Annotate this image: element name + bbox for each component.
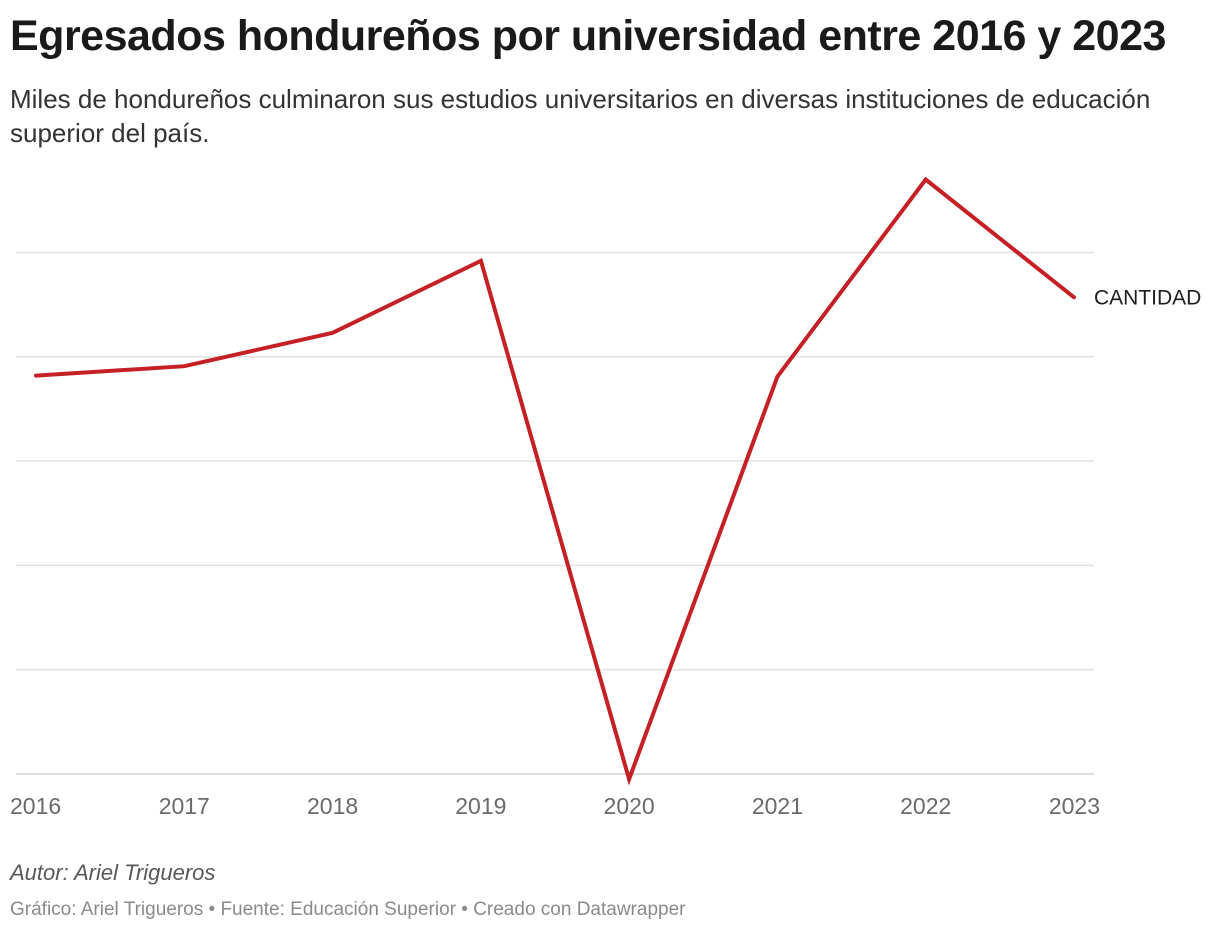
x-tick-label-2016: 2016 — [10, 793, 61, 819]
x-tick-label-2023: 2023 — [1049, 793, 1100, 819]
chart-title: Egresados hondureños por universidad ent… — [10, 12, 1166, 60]
series-layer — [34, 176, 1076, 786]
x-axis-ticks: 2016 2017 2018 2019 2020 2021 2022 2023 — [10, 793, 1100, 819]
x-tick-label-2022: 2022 — [900, 793, 951, 819]
x-tick-label-2021: 2021 — [752, 793, 803, 819]
series-label-cantidad: CANTIDAD — [1094, 286, 1201, 309]
series-line-cantidad — [34, 176, 1076, 786]
gridlines — [16, 251, 1094, 775]
author-note: Autor: Ariel Trigueros — [10, 860, 216, 885]
chart-subtitle: Miles de hondureños culminaron sus estud… — [10, 84, 1151, 148]
source-credits: Gráfico: Ariel Trigueros • Fuente: Educa… — [10, 899, 686, 920]
x-tick-label-2017: 2017 — [159, 793, 210, 819]
x-tick-label-2018: 2018 — [307, 793, 358, 819]
x-tick-label-2019: 2019 — [455, 793, 506, 819]
line-chart: 2016 2017 2018 2019 2020 2021 2022 2023 CANTIDA… — [10, 176, 1201, 819]
series-labels: CANTIDAD — [1094, 286, 1201, 309]
x-tick-label-2020: 2020 — [604, 793, 655, 819]
